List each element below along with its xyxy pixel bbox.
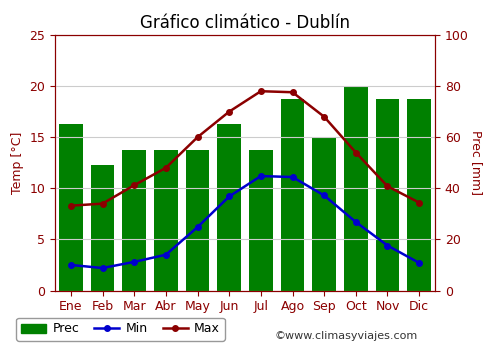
Bar <box>154 150 178 290</box>
Y-axis label: Temp [°C]: Temp [°C] <box>11 132 24 194</box>
Legend: Prec, Min, Max: Prec, Min, Max <box>16 317 225 341</box>
Y-axis label: Prec [mm]: Prec [mm] <box>470 130 482 195</box>
Title: Gráfico climático - Dublín: Gráfico climático - Dublín <box>140 14 350 32</box>
Bar <box>59 124 82 290</box>
Bar <box>344 86 368 290</box>
Bar <box>280 99 304 290</box>
Bar <box>408 99 431 290</box>
Bar <box>376 99 400 290</box>
Bar <box>90 165 114 290</box>
Bar <box>249 150 272 290</box>
Bar <box>122 150 146 290</box>
Text: ©www.climasyviajes.com: ©www.climasyviajes.com <box>275 331 418 341</box>
Bar <box>186 150 210 290</box>
Bar <box>218 124 241 290</box>
Bar <box>312 137 336 290</box>
